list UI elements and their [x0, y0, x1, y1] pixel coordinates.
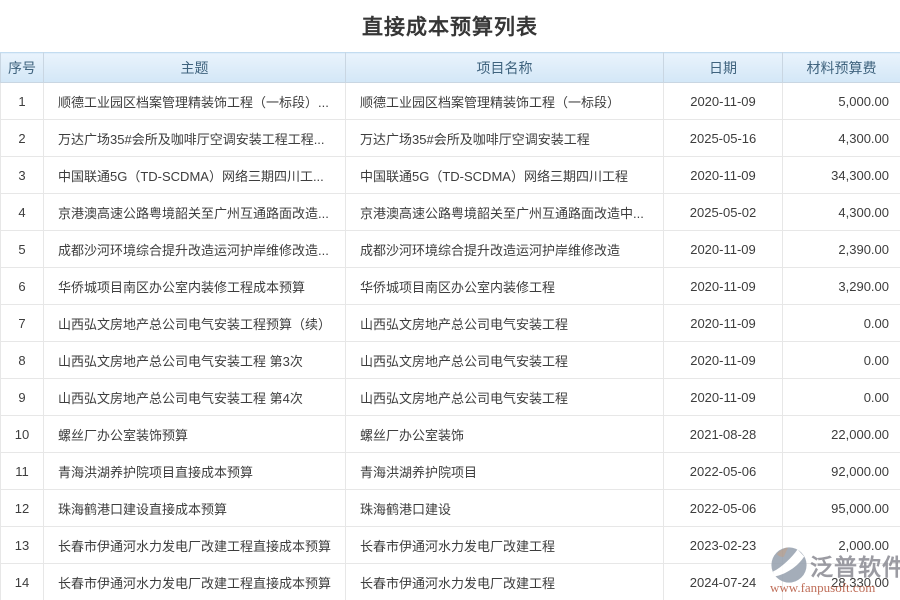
table-row: 4 京港澳高速公路粤境韶关至广州互通路面改造... 京港澳高速公路粤境韶关至广州… — [0, 193, 900, 231]
row-subject-link[interactable]: 山西弘文房地产总公司电气安装工程预算（续） — [43, 304, 346, 342]
row-subject-link[interactable]: 成都沙河环境综合提升改造运河护岸维修改造... — [43, 230, 346, 268]
row-amount: 2,390.00 — [782, 230, 900, 268]
row-date: 2020-11-09 — [663, 304, 783, 342]
row-date: 2022-05-06 — [663, 452, 783, 490]
row-project-link[interactable]: 长春市伊通河水力发电厂改建工程 — [345, 526, 664, 564]
row-seq: 14 — [0, 563, 44, 600]
row-project-link[interactable]: 山西弘文房地产总公司电气安装工程 — [345, 304, 664, 342]
row-date: 2025-05-02 — [663, 193, 783, 231]
row-project-link[interactable]: 螺丝厂办公室装饰 — [345, 415, 664, 453]
table-row: 8 山西弘文房地产总公司电气安装工程 第3次 山西弘文房地产总公司电气安装工程 … — [0, 341, 900, 379]
row-project-link[interactable]: 京港澳高速公路粤境韶关至广州互通路面改造中... — [345, 193, 664, 231]
row-date: 2020-11-09 — [663, 341, 783, 379]
column-header-seq: 序号 — [0, 52, 44, 83]
row-date: 2022-05-06 — [663, 489, 783, 527]
row-seq: 11 — [0, 452, 44, 490]
table-row: 9 山西弘文房地产总公司电气安装工程 第4次 山西弘文房地产总公司电气安装工程 … — [0, 378, 900, 416]
row-subject-link[interactable]: 顺德工业园区档案管理精装饰工程（一标段）... — [43, 82, 346, 120]
page-title: 直接成本预算列表 — [362, 16, 538, 39]
row-project-link[interactable]: 华侨城项目南区办公室内装修工程 — [345, 267, 664, 305]
table-row: 11 青海洪湖养护院项目直接成本预算 青海洪湖养护院项目 2022-05-06 … — [0, 452, 900, 490]
row-seq: 9 — [0, 378, 44, 416]
row-subject-link[interactable]: 螺丝厂办公室装饰预算 — [43, 415, 346, 453]
row-seq: 3 — [0, 156, 44, 194]
column-header-date: 日期 — [663, 52, 783, 83]
row-seq: 13 — [0, 526, 44, 564]
row-amount: 2,000.00 — [782, 526, 900, 564]
row-date: 2020-11-09 — [663, 267, 783, 305]
row-project-link[interactable]: 顺德工业园区档案管理精装饰工程（一标段） — [345, 82, 664, 120]
row-project-link[interactable]: 山西弘文房地产总公司电气安装工程 — [345, 378, 664, 416]
row-subject-link[interactable]: 长春市伊通河水力发电厂改建工程直接成本预算 — [43, 563, 346, 600]
table-header: 序号 主题 项目名称 日期 材料预算费 — [0, 52, 900, 83]
row-amount: 92,000.00 — [782, 452, 900, 490]
row-amount: 0.00 — [782, 378, 900, 416]
row-seq: 10 — [0, 415, 44, 453]
row-amount: 34,300.00 — [782, 156, 900, 194]
row-amount: 0.00 — [782, 341, 900, 379]
row-subject-link[interactable]: 青海洪湖养护院项目直接成本预算 — [43, 452, 346, 490]
row-date: 2020-11-09 — [663, 378, 783, 416]
row-subject-link[interactable]: 中国联通5G（TD-SCDMA）网络三期四川工... — [43, 156, 346, 194]
row-subject-link[interactable]: 山西弘文房地产总公司电气安装工程 第4次 — [43, 378, 346, 416]
table-row: 14 长春市伊通河水力发电厂改建工程直接成本预算 长春市伊通河水力发电厂改建工程… — [0, 563, 900, 600]
row-project-link[interactable]: 青海洪湖养护院项目 — [345, 452, 664, 490]
budget-table: 序号 主题 项目名称 日期 材料预算费 1 顺德工业园区档案管理精装饰工程（一标… — [0, 52, 900, 600]
row-project-link[interactable]: 成都沙河环境综合提升改造运河护岸维修改造 — [345, 230, 664, 268]
table-row: 2 万达广场35#会所及咖啡厅空调安装工程工程... 万达广场35#会所及咖啡厅… — [0, 119, 900, 157]
column-header-project: 项目名称 — [345, 52, 664, 83]
table-row: 1 顺德工业园区档案管理精装饰工程（一标段）... 顺德工业园区档案管理精装饰工… — [0, 82, 900, 120]
row-seq: 12 — [0, 489, 44, 527]
row-amount: 5,000.00 — [782, 82, 900, 120]
row-seq: 8 — [0, 341, 44, 379]
row-subject-link[interactable]: 山西弘文房地产总公司电气安装工程 第3次 — [43, 341, 346, 379]
row-seq: 4 — [0, 193, 44, 231]
row-date: 2020-11-09 — [663, 82, 783, 120]
row-amount: 22,000.00 — [782, 415, 900, 453]
title-bar: 直接成本预算列表 — [0, 0, 900, 52]
row-subject-link[interactable]: 珠海鹤港口建设直接成本预算 — [43, 489, 346, 527]
row-seq: 5 — [0, 230, 44, 268]
row-date: 2020-11-09 — [663, 156, 783, 194]
row-project-link[interactable]: 山西弘文房地产总公司电气安装工程 — [345, 341, 664, 379]
row-amount: 4,300.00 — [782, 193, 900, 231]
row-amount: 95,000.00 — [782, 489, 900, 527]
row-date: 2021-08-28 — [663, 415, 783, 453]
row-date: 2020-11-09 — [663, 230, 783, 268]
row-seq: 7 — [0, 304, 44, 342]
row-project-link[interactable]: 长春市伊通河水力发电厂改建工程 — [345, 563, 664, 600]
row-seq: 2 — [0, 119, 44, 157]
row-subject-link[interactable]: 万达广场35#会所及咖啡厅空调安装工程工程... — [43, 119, 346, 157]
row-amount: 3,290.00 — [782, 267, 900, 305]
table-row: 7 山西弘文房地产总公司电气安装工程预算（续） 山西弘文房地产总公司电气安装工程… — [0, 304, 900, 342]
row-amount: 28,330.00 — [782, 563, 900, 600]
row-date: 2025-05-16 — [663, 119, 783, 157]
row-amount: 4,300.00 — [782, 119, 900, 157]
table-row: 13 长春市伊通河水力发电厂改建工程直接成本预算 长春市伊通河水力发电厂改建工程… — [0, 526, 900, 564]
column-header-amount: 材料预算费 — [782, 52, 900, 83]
table-body: 1 顺德工业园区档案管理精装饰工程（一标段）... 顺德工业园区档案管理精装饰工… — [0, 82, 900, 600]
row-project-link[interactable]: 万达广场35#会所及咖啡厅空调安装工程 — [345, 119, 664, 157]
table-row: 6 华侨城项目南区办公室内装修工程成本预算 华侨城项目南区办公室内装修工程 20… — [0, 267, 900, 305]
row-date: 2023-02-23 — [663, 526, 783, 564]
row-project-link[interactable]: 中国联通5G（TD-SCDMA）网络三期四川工程 — [345, 156, 664, 194]
table-row: 12 珠海鹤港口建设直接成本预算 珠海鹤港口建设 2022-05-06 95,0… — [0, 489, 900, 527]
column-header-subject: 主题 — [43, 52, 346, 83]
row-project-link[interactable]: 珠海鹤港口建设 — [345, 489, 664, 527]
row-subject-link[interactable]: 华侨城项目南区办公室内装修工程成本预算 — [43, 267, 346, 305]
row-seq: 1 — [0, 82, 44, 120]
row-date: 2024-07-24 — [663, 563, 783, 600]
row-subject-link[interactable]: 长春市伊通河水力发电厂改建工程直接成本预算 — [43, 526, 346, 564]
row-subject-link[interactable]: 京港澳高速公路粤境韶关至广州互通路面改造... — [43, 193, 346, 231]
table-row: 10 螺丝厂办公室装饰预算 螺丝厂办公室装饰 2021-08-28 22,000… — [0, 415, 900, 453]
row-seq: 6 — [0, 267, 44, 305]
row-amount: 0.00 — [782, 304, 900, 342]
table-row: 3 中国联通5G（TD-SCDMA）网络三期四川工... 中国联通5G（TD-S… — [0, 156, 900, 194]
table-row: 5 成都沙河环境综合提升改造运河护岸维修改造... 成都沙河环境综合提升改造运河… — [0, 230, 900, 268]
